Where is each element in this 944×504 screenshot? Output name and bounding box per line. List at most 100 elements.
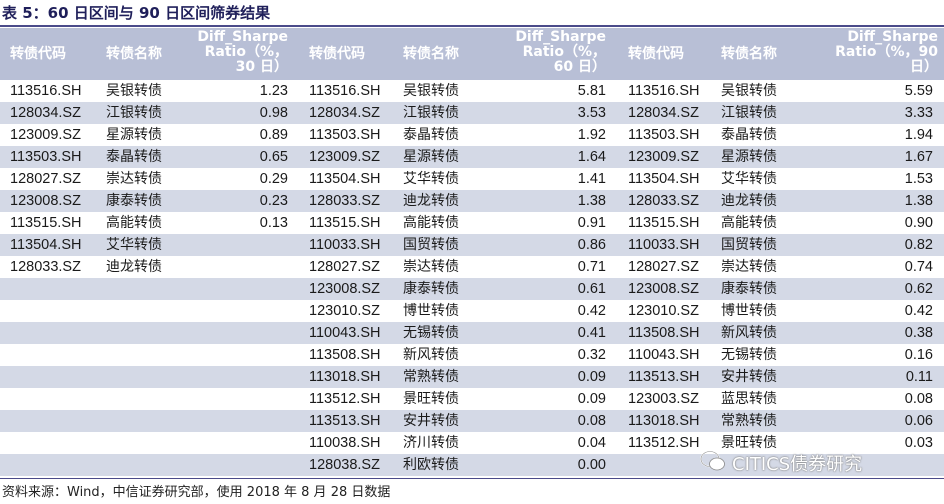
diff-60-cell: 3.53 xyxy=(577,105,606,121)
diff-30-cell xyxy=(208,300,288,322)
code-60-cell: 128033.SZ xyxy=(309,193,380,209)
diff-60-cell: 0.00 xyxy=(577,457,606,473)
diff-30-cell xyxy=(208,366,288,388)
table-row: 113508.SH 新风转债 0.32 110043.SH 无锡转债 0.16 xyxy=(0,344,944,366)
name-90-cell: 高能转债 xyxy=(721,215,777,231)
name-60-cell: 国贸转债 xyxy=(403,237,459,253)
diff-30-cell xyxy=(208,344,288,366)
table-row: 123009.SZ 星源转债 0.89 113503.SH 泰晶转债 1.92 113503… xyxy=(0,124,944,146)
diff-30-cell xyxy=(208,410,288,432)
diff-30-cell: 0.65 xyxy=(259,149,288,165)
diff-90-cell: 0.38 xyxy=(904,325,933,341)
code-90-cell: 113504.SH xyxy=(628,171,700,187)
code-60-cell: 113512.SH xyxy=(309,391,381,407)
name-90-cell: 景旺转债 xyxy=(721,435,777,451)
header-diff-30-line2: Ratio（%， xyxy=(204,44,288,60)
diff-30-cell: 0.23 xyxy=(259,193,288,209)
header-diff-60-line1: Diff_Sharpe xyxy=(515,29,606,45)
diff-90-cell: 5.59 xyxy=(904,83,933,99)
code-90-cell: 113508.SH xyxy=(628,325,700,341)
header-name-30: 转债名称 xyxy=(106,46,162,62)
name-30-cell: 艾华转债 xyxy=(106,237,162,253)
code-90-cell: 113516.SH xyxy=(628,83,700,99)
code-60-cell: 128027.SZ xyxy=(309,259,380,275)
code-90-cell: 123008.SZ xyxy=(628,281,699,297)
diff-60-cell: 0.04 xyxy=(577,435,606,451)
header-diff-90-line1: Diff_Sharpe xyxy=(847,29,938,45)
diff-90-cell: 1.94 xyxy=(904,127,933,143)
code-30-cell: 128027.SZ xyxy=(10,171,81,187)
name-60-cell: 迪龙转债 xyxy=(403,193,459,209)
diff-60-cell: 0.42 xyxy=(577,303,606,319)
bottom-rule xyxy=(0,478,944,479)
diff-60-cell: 1.41 xyxy=(577,171,606,187)
name-90-cell: 康泰转债 xyxy=(721,281,777,297)
name-60-cell: 新风转债 xyxy=(403,347,459,363)
name-90-cell: 迪龙转债 xyxy=(721,193,777,209)
diff-90-cell: 0.90 xyxy=(904,215,933,231)
code-60-cell: 110033.SH xyxy=(309,237,381,253)
table-row: 113504.SH 艾华转债 110033.SH 国贸转债 0.86 110033.SH 国… xyxy=(0,234,944,256)
code-90-cell: 128033.SZ xyxy=(628,193,699,209)
code-60-cell: 113504.SH xyxy=(309,171,381,187)
code-90-cell: 113513.SH xyxy=(628,369,700,385)
name-30-cell: 吴银转债 xyxy=(106,83,162,99)
diff-60-cell: 0.86 xyxy=(577,237,606,253)
name-90-cell: 无锡转债 xyxy=(721,347,777,363)
diff-90-cell: 1.38 xyxy=(904,193,933,209)
table-row: 113512.SH 景旺转债 0.09 123003.SZ 蓝思转债 0.08 xyxy=(0,388,944,410)
diff-30-cell xyxy=(208,278,288,300)
diff-90-cell: 0.03 xyxy=(904,435,933,451)
code-90-cell: 123009.SZ xyxy=(628,149,699,165)
table-row: 128033.SZ 迪龙转债 128027.SZ 崇达转债 0.71 128027.SZ 崇… xyxy=(0,256,944,278)
name-90-cell: 崇达转债 xyxy=(721,259,777,275)
name-90-cell: 泰晶转债 xyxy=(721,127,777,143)
code-30-cell: 123008.SZ xyxy=(10,193,81,209)
diff-30-cell xyxy=(208,388,288,410)
name-60-cell: 安井转债 xyxy=(403,413,459,429)
table-row: 110038.SH 济川转债 0.04 113512.SH 景旺转债 0.03 xyxy=(0,432,944,454)
diff-60-cell: 0.71 xyxy=(577,259,606,275)
code-90-cell: 123010.SZ xyxy=(628,303,699,319)
diff-60-cell: 0.61 xyxy=(577,281,606,297)
table-row: 128038.SZ 利欧转债 0.00 xyxy=(0,454,944,476)
code-60-cell: 113503.SH xyxy=(309,127,381,143)
name-60-cell: 崇达转债 xyxy=(403,259,459,275)
table-row: 128034.SZ 江银转债 0.98 128034.SZ 江银转债 3.53 128034… xyxy=(0,102,944,124)
diff-30-cell: 0.98 xyxy=(259,105,288,121)
diff-90-cell: 0.11 xyxy=(905,369,933,385)
diff-90-cell: 3.33 xyxy=(904,105,933,121)
table-row: 113018.SH 常熟转债 0.09 113513.SH 安井转债 0.11 xyxy=(0,366,944,388)
code-90-cell: 110033.SH xyxy=(628,237,700,253)
name-30-cell: 泰晶转债 xyxy=(106,149,162,165)
code-60-cell: 113515.SH xyxy=(309,215,381,231)
diff-60-cell: 1.92 xyxy=(577,127,606,143)
name-90-cell: 博世转债 xyxy=(721,303,777,319)
name-60-cell: 江银转债 xyxy=(403,105,459,121)
diff-60-cell: 0.09 xyxy=(577,391,606,407)
code-30-cell: 128034.SZ xyxy=(10,105,81,121)
name-60-cell: 常熟转债 xyxy=(403,369,459,385)
header-diff-90-line3: 日） xyxy=(910,59,938,75)
name-30-cell: 星源转债 xyxy=(106,127,162,143)
diff-90-cell: 0.74 xyxy=(904,259,933,275)
header-code-90: 转债代码 xyxy=(628,46,684,62)
code-60-cell: 110043.SH xyxy=(309,325,381,341)
name-30-cell: 迪龙转债 xyxy=(106,259,162,275)
header-diff-60-line2: Ratio（%， xyxy=(522,44,606,60)
title-rule xyxy=(0,25,944,27)
header-name-90: 转债名称 xyxy=(721,46,777,62)
diff-90-cell: 0.62 xyxy=(904,281,933,297)
code-90-cell: 123003.SZ xyxy=(628,391,699,407)
name-60-cell: 星源转债 xyxy=(403,149,459,165)
source-note: 资料来源：Wind，中信证券研究部，使用 2018 年 8 月 28 日数据 xyxy=(2,485,391,500)
code-30-cell: 128033.SZ xyxy=(10,259,81,275)
code-60-cell: 128034.SZ xyxy=(309,105,380,121)
header-diff-60-line3: 60 日） xyxy=(553,59,606,75)
diff-30-cell: 1.23 xyxy=(259,83,288,99)
code-60-cell: 123009.SZ xyxy=(309,149,380,165)
code-90-cell: 113503.SH xyxy=(628,127,700,143)
diff-90-cell: 0.08 xyxy=(904,391,933,407)
diff-90-cell: 0.16 xyxy=(904,347,933,363)
code-90-cell: 113515.SH xyxy=(628,215,700,231)
